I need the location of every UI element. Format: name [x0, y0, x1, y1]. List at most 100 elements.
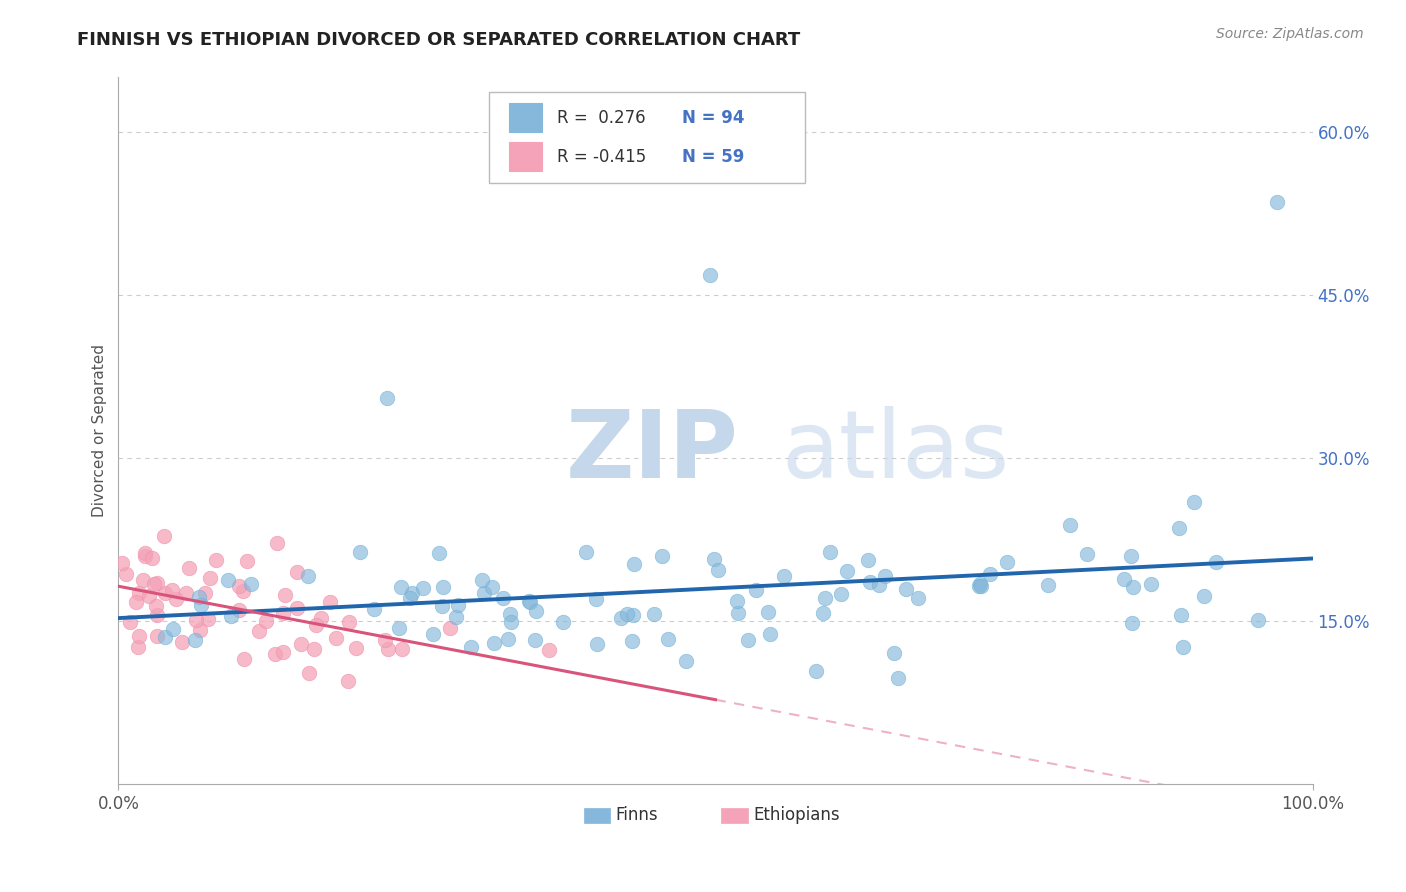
Point — [134, 549, 156, 563]
Point — [657, 632, 679, 647]
Point — [247, 624, 270, 638]
Point — [219, 609, 242, 624]
Point — [675, 654, 697, 668]
Point — [1247, 613, 1270, 627]
Point — [165, 591, 187, 606]
Point — [217, 574, 239, 588]
Point — [285, 600, 308, 615]
Point — [1122, 580, 1144, 594]
Point — [349, 544, 371, 558]
Point — [302, 642, 325, 657]
Point — [271, 645, 294, 659]
Point — [818, 544, 841, 558]
Point — [444, 610, 467, 624]
Point — [725, 594, 748, 608]
Point — [537, 642, 560, 657]
Point — [737, 632, 759, 647]
Point — [907, 591, 929, 606]
Point — [391, 642, 413, 657]
Point — [427, 546, 450, 560]
Point — [643, 607, 665, 621]
Point — [432, 599, 454, 614]
Point — [125, 595, 148, 609]
Point — [979, 566, 1001, 581]
Point — [389, 580, 412, 594]
Point — [496, 632, 519, 646]
Point — [1114, 572, 1136, 586]
Text: ZIP: ZIP — [567, 406, 740, 498]
Point — [758, 606, 780, 620]
Point — [651, 549, 673, 563]
Point — [811, 606, 834, 620]
Point — [188, 590, 211, 604]
Point — [492, 591, 515, 606]
Point — [184, 613, 207, 627]
Point — [1182, 495, 1205, 509]
Point — [460, 640, 482, 655]
Point — [472, 586, 495, 600]
Point — [177, 561, 200, 575]
Point — [621, 607, 644, 622]
Point — [830, 587, 852, 601]
Point — [388, 622, 411, 636]
Point — [305, 617, 328, 632]
Point — [1121, 616, 1143, 631]
Point — [894, 582, 917, 597]
Point — [524, 632, 547, 647]
Text: R =  0.276: R = 0.276 — [557, 110, 645, 128]
Point — [145, 599, 167, 613]
Point — [995, 555, 1018, 569]
Point — [1173, 640, 1195, 654]
Point — [517, 594, 540, 608]
Point — [1205, 555, 1227, 569]
Point — [138, 589, 160, 603]
Point — [375, 391, 398, 405]
Point — [609, 610, 631, 624]
Point — [271, 606, 294, 620]
Point — [188, 623, 211, 637]
Point — [337, 673, 360, 688]
Point — [285, 566, 308, 580]
Point — [875, 569, 897, 583]
Point — [519, 595, 541, 609]
Point — [439, 621, 461, 635]
Point — [585, 591, 607, 606]
FancyBboxPatch shape — [489, 92, 806, 184]
Point — [363, 602, 385, 616]
Point — [162, 622, 184, 636]
Point — [273, 588, 295, 602]
Point — [745, 582, 768, 597]
Point — [254, 615, 277, 629]
Point — [869, 577, 891, 591]
Point — [482, 635, 505, 649]
Point — [143, 576, 166, 591]
Point — [200, 572, 222, 586]
Point — [232, 584, 254, 599]
Point — [145, 576, 167, 591]
Point — [499, 615, 522, 630]
Point — [319, 595, 342, 609]
Text: atlas: atlas — [782, 406, 1010, 498]
Point — [422, 627, 444, 641]
Point — [146, 607, 169, 622]
Point — [184, 632, 207, 647]
Point — [266, 535, 288, 549]
Point — [758, 627, 780, 641]
Point — [481, 580, 503, 594]
Point — [232, 652, 254, 666]
Point — [883, 646, 905, 660]
Point — [524, 604, 547, 618]
Point — [699, 268, 721, 283]
Point — [127, 640, 149, 655]
Point — [773, 568, 796, 582]
Point — [1121, 549, 1143, 564]
Point — [574, 545, 596, 559]
Point — [240, 576, 263, 591]
Point — [969, 576, 991, 591]
Point — [969, 579, 991, 593]
Bar — [509, 142, 543, 171]
Point — [703, 552, 725, 566]
Point — [236, 554, 259, 568]
Point — [297, 569, 319, 583]
Point — [325, 632, 347, 646]
